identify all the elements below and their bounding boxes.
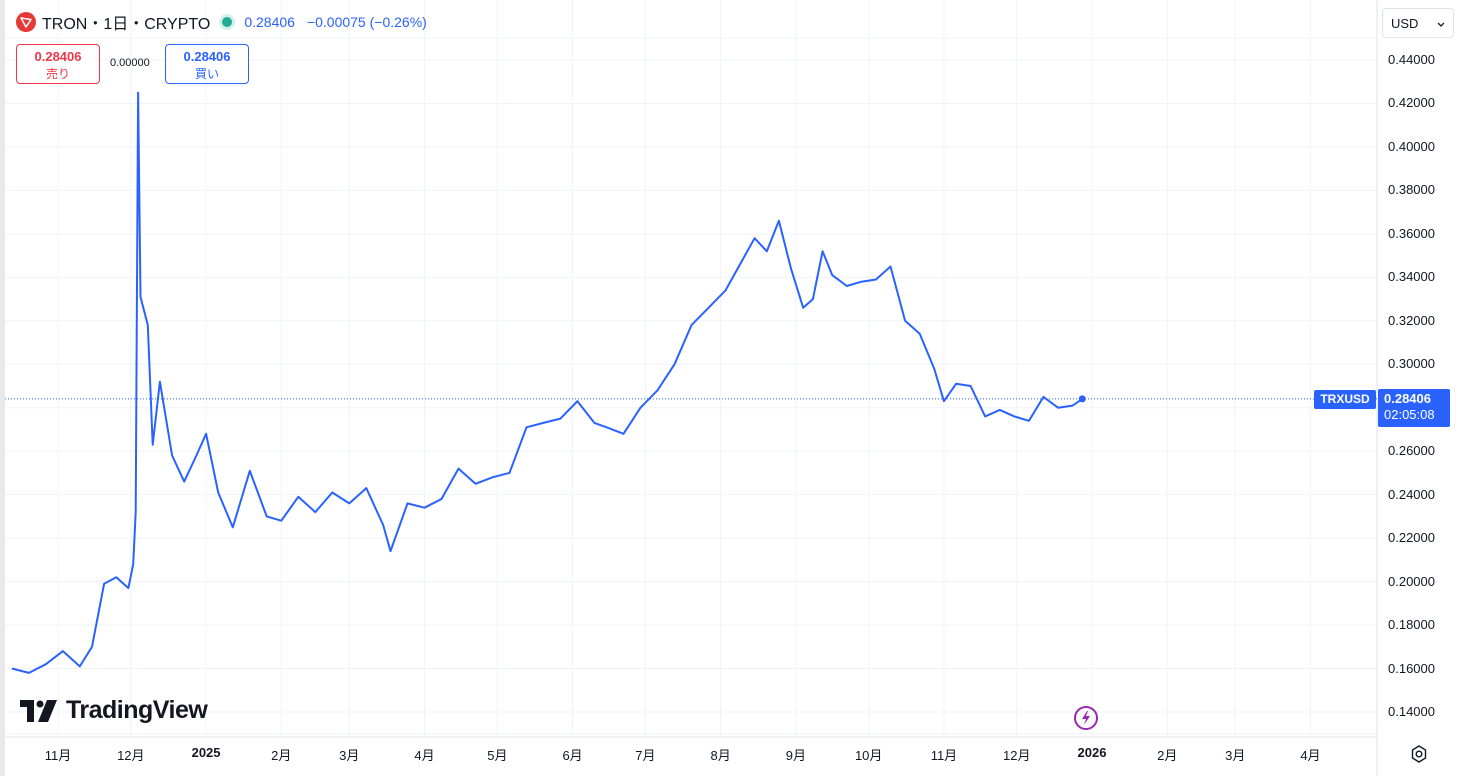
price-tag-countdown: 02:05:08 (1384, 406, 1435, 422)
price-tag-value: 0.28406 (1384, 390, 1431, 406)
currency-select[interactable]: USD (1382, 8, 1454, 38)
y-tick-label: 0.40000 (1388, 138, 1435, 154)
left-border (0, 0, 5, 776)
x-tick-label: 2026 (1077, 745, 1107, 760)
settings-gear-icon[interactable] (1408, 743, 1430, 765)
x-tick-label: 10月 (854, 748, 883, 763)
y-tick-label: 0.30000 (1388, 356, 1435, 372)
chevron-down-icon (1437, 16, 1445, 31)
y-tick-label: 0.26000 (1388, 443, 1435, 459)
sell-price: 0.28406 (34, 49, 82, 64)
currency-value: USD (1391, 15, 1419, 31)
x-tick-label: 2025 (191, 745, 221, 760)
x-tick-label: 7月 (635, 748, 656, 763)
y-tick-label: 0.36000 (1388, 225, 1435, 241)
y-tick-label: 0.18000 (1388, 617, 1435, 633)
buy-label: 買い (194, 67, 219, 81)
y-tick-label: 0.22000 (1388, 530, 1435, 546)
tradingview-logo-icon (20, 699, 57, 722)
x-tick-label: 11月 (930, 748, 958, 763)
series-line-trxusd (11, 91, 1083, 674)
x-tick-label: 9月 (785, 748, 806, 763)
symbol-header[interactable]: TRON・1日・CRYPTO 0.28406 −0.00075 (−0.26%) (16, 10, 427, 34)
tradingview-logo[interactable]: TradingView (20, 696, 208, 725)
y-tick-label: 0.24000 (1388, 486, 1435, 502)
price-tag: 0.28406 02:05:08 (1378, 388, 1450, 427)
y-tick-label: 0.20000 (1388, 573, 1435, 589)
y-tick-label: 0.16000 (1388, 660, 1435, 676)
x-tick-label: 3月 (1225, 748, 1246, 763)
x-tick-label: 11月 (44, 748, 72, 763)
x-tick-label: 5月 (487, 748, 508, 763)
buy-price: 0.28406 (183, 49, 231, 64)
y-tick-label: 0.32000 (1388, 312, 1435, 328)
x-tick-label: 6月 (562, 748, 583, 763)
x-tick-label: 3月 (339, 748, 360, 763)
x-tick-label: 12月 (1003, 748, 1031, 763)
x-tick-label: 4月 (1300, 748, 1321, 763)
last-price-dot (1078, 395, 1086, 403)
x-tick-label: 12月 (117, 748, 145, 763)
buy-button[interactable]: 0.28406 買い (165, 44, 249, 84)
y-tick-label: 0.42000 (1388, 95, 1435, 111)
last-price: 0.28406 (244, 14, 295, 30)
y-tick-label: 0.34000 (1388, 269, 1435, 285)
y-tick-label: 0.38000 (1388, 182, 1435, 198)
symbol-title[interactable]: TRON・1日・CRYPTO (42, 16, 211, 33)
x-tick-label: 2月 (1157, 748, 1178, 763)
x-tick-label: 8月 (710, 748, 731, 763)
symbol-tag: TRXUSD (1314, 389, 1376, 409)
flash-icon[interactable] (1074, 706, 1098, 730)
market-status-icon (222, 17, 233, 27)
tron-logo-icon (16, 12, 36, 32)
sell-label: 売り (45, 67, 70, 81)
y-tick-label: 0.44000 (1388, 52, 1435, 67)
y-tick-label: 0.14000 (1388, 704, 1435, 719)
x-tick-label: 2月 (271, 748, 292, 763)
grid-layer (5, 0, 1377, 737)
tradingview-logo-text: TradingView (66, 696, 208, 724)
sell-button[interactable]: 0.28406 売り (16, 44, 100, 84)
x-tick-label: 4月 (414, 748, 435, 763)
spread-value: 0.00000 (110, 57, 150, 69)
price-change: −0.00075 (−0.26%) (306, 14, 427, 30)
